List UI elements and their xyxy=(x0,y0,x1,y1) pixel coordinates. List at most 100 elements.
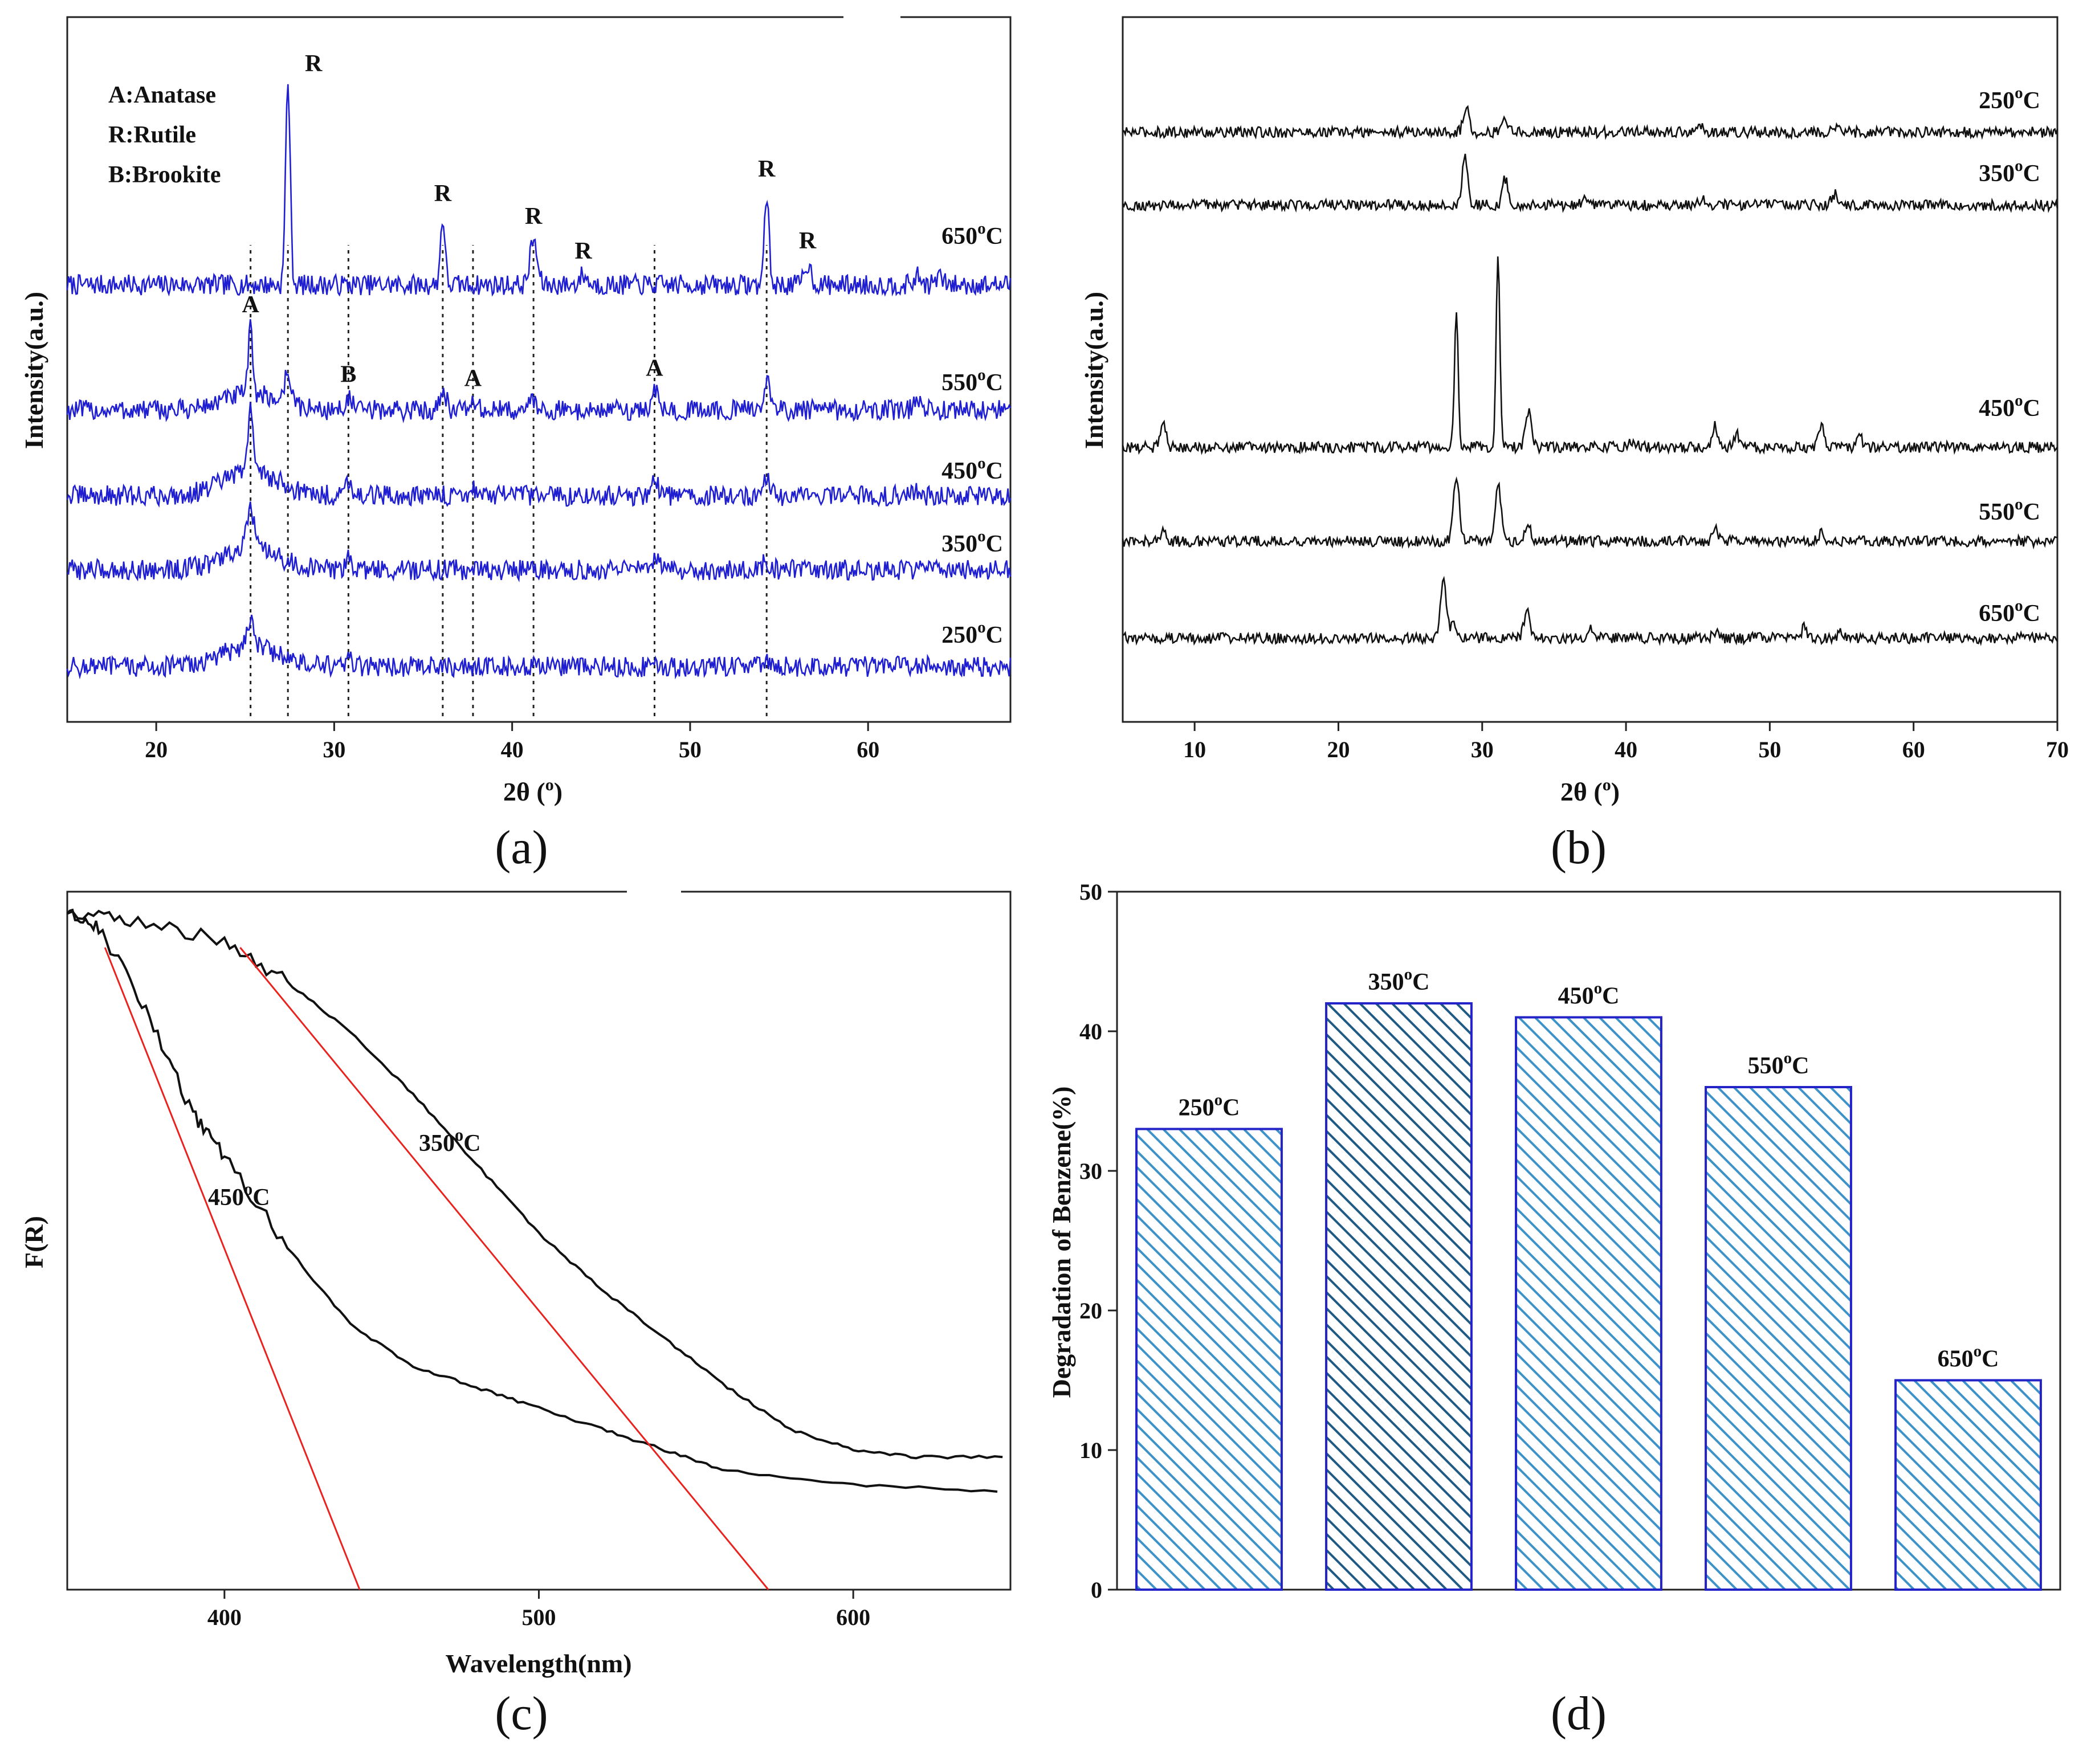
series-label-1-value: 550 xyxy=(941,370,977,396)
bar-label-1-degree: o xyxy=(1404,965,1413,983)
curve-label-0: 350oC xyxy=(419,1125,481,1157)
panel0-xtick-label: 50 xyxy=(679,737,702,762)
bar-4 xyxy=(1894,1379,2042,1591)
curve-label-0-unit: C xyxy=(463,1130,480,1157)
series-label-1-degree: o xyxy=(977,366,986,384)
series-label-3-degree: o xyxy=(977,527,986,545)
series-trace-1 xyxy=(66,319,1012,423)
panel-label-c: (c) xyxy=(495,1687,548,1740)
bar-label-0-value: 250 xyxy=(1179,1095,1214,1121)
panel1-frame xyxy=(1122,16,2059,723)
panel0-xtick-label: 40 xyxy=(501,737,524,762)
series-label-3-degree: o xyxy=(2015,495,2023,513)
panel0-frame xyxy=(66,16,1012,723)
bar-label-3-value: 550 xyxy=(1748,1053,1784,1079)
panel1-xtick-label: 10 xyxy=(1183,737,1206,762)
curve-label-1-value: 450 xyxy=(208,1185,244,1211)
absorbance-curve-0 xyxy=(67,909,1003,1460)
panel-label-b: (b) xyxy=(1551,821,1607,874)
uvvis-xtick-label: 400 xyxy=(207,1604,242,1630)
series-label-2-unit: C xyxy=(986,458,1003,484)
panel1-xtick-label: 50 xyxy=(1758,737,1781,762)
uvvis-frame xyxy=(66,891,1012,1591)
series-label-0-degree: o xyxy=(977,219,986,238)
series-label-2-value: 450 xyxy=(941,458,977,484)
series-label-4-value: 650 xyxy=(1979,601,2015,627)
bar-0 xyxy=(1135,1128,1283,1591)
series-trace-0 xyxy=(66,84,1012,297)
xrd-chart-a: 20 30 40 50 60650oC550oC450oC350oC250oCRRRRR… xyxy=(19,11,1012,874)
frame-gap xyxy=(627,886,681,900)
peak-letter: R xyxy=(799,228,817,254)
series-label-1-value: 350 xyxy=(1979,161,2015,187)
series-label-2-unit: C xyxy=(2023,395,2040,422)
series-label-0-unit: C xyxy=(2023,88,2040,114)
x-axis-title-degree: o xyxy=(1603,775,1611,794)
peak-letter: A xyxy=(464,366,482,392)
bar-label-1-unit: C xyxy=(1412,969,1429,995)
curve-label-0-value: 350 xyxy=(419,1130,455,1157)
series-label-1: 550oC xyxy=(941,366,1003,396)
series-label-2-degree: o xyxy=(977,454,986,472)
x-axis-title: Wavelength(nm) xyxy=(445,1649,631,1678)
absorbance-curve-1 xyxy=(66,908,998,1493)
series-label-3: 350oC xyxy=(941,527,1003,557)
bar-label-2-degree: o xyxy=(1594,979,1603,998)
series-label-0: 250oC xyxy=(1979,84,2040,114)
series-label-1-unit: C xyxy=(986,370,1003,396)
bar-label-1-value: 350 xyxy=(1368,969,1404,995)
y-axis-title: Intensity(a.u.) xyxy=(1079,292,1108,449)
curve-label-1-unit: C xyxy=(252,1185,270,1211)
bar-label-4-unit: C xyxy=(1982,1346,1999,1373)
y-axis-title: Degradation of Benzene(%) xyxy=(1047,1087,1076,1398)
curve-label-1: 450oC xyxy=(208,1179,270,1211)
series-label-0-degree: o xyxy=(2015,84,2023,102)
x-axis-title-degree: o xyxy=(545,775,554,794)
y-axis-title: Intensity(a.u.) xyxy=(19,292,48,449)
panel1-xtick-label: 70 xyxy=(2046,737,2069,762)
series-label-2-value: 450 xyxy=(1979,395,2015,422)
curve-label-1-degree: o xyxy=(244,1179,252,1199)
x-axis-title: 2θ (o) xyxy=(1560,775,1620,806)
series-label-4-unit: C xyxy=(2023,601,2040,627)
series-label-1-degree: o xyxy=(2015,157,2023,175)
series-label-4: 250oC xyxy=(941,618,1003,648)
x-axis-title-close: ) xyxy=(1611,777,1620,806)
series-label-0-unit: C xyxy=(986,223,1003,250)
panel0-xtick-label: 30 xyxy=(323,737,345,762)
bar-label-4: 650oC xyxy=(1938,1342,1999,1373)
series-trace-3 xyxy=(1122,476,2058,550)
ytick-label: 10 xyxy=(1079,1438,1102,1463)
y-axis-title: F(R) xyxy=(19,1216,48,1268)
series-trace-2 xyxy=(66,402,1012,508)
peak-letter: R xyxy=(525,203,543,230)
series-label-3-unit: C xyxy=(2023,499,2040,525)
series-trace-0 xyxy=(1122,105,2059,140)
ytick-label: 0 xyxy=(1091,1577,1102,1603)
series-label-4-unit: C xyxy=(986,622,1003,648)
tangent-line-1 xyxy=(104,947,361,1590)
panel0-xtick-label: 20 xyxy=(145,737,168,762)
bar-label-2-value: 450 xyxy=(1558,983,1594,1010)
panel1-xtick-label: 40 xyxy=(1615,737,1637,762)
panel1-xtick-label: 20 xyxy=(1327,737,1350,762)
peak-letter: R xyxy=(758,156,776,182)
bar-label-2: 450oC xyxy=(1558,979,1620,1010)
xrd-chart-b: 10 20 30 40 50 60 70250oC350oC450oC550oC650oC2… xyxy=(1079,16,2069,874)
series-label-4-value: 250 xyxy=(941,622,977,648)
series-label-3-unit: C xyxy=(986,531,1003,557)
bar-label-3-degree: o xyxy=(1784,1049,1792,1067)
bar-label-1: 350oC xyxy=(1368,965,1430,995)
peak-letter: B xyxy=(340,361,356,387)
bar-label-4-value: 650 xyxy=(1938,1346,1974,1373)
panel-label-d: (d) xyxy=(1551,1687,1607,1740)
peak-letter: A xyxy=(646,356,663,382)
bar-label-0-degree: o xyxy=(1214,1091,1223,1109)
uvvis-xtick-label: 500 xyxy=(522,1604,556,1630)
series-label-0-value: 250 xyxy=(1979,88,2015,114)
x-axis-title: 2θ (o) xyxy=(503,775,562,806)
panel0-xtick-label: 60 xyxy=(857,737,879,762)
series-label-3: 550oC xyxy=(1979,495,2040,525)
x-axis-title-close: ) xyxy=(554,777,562,806)
